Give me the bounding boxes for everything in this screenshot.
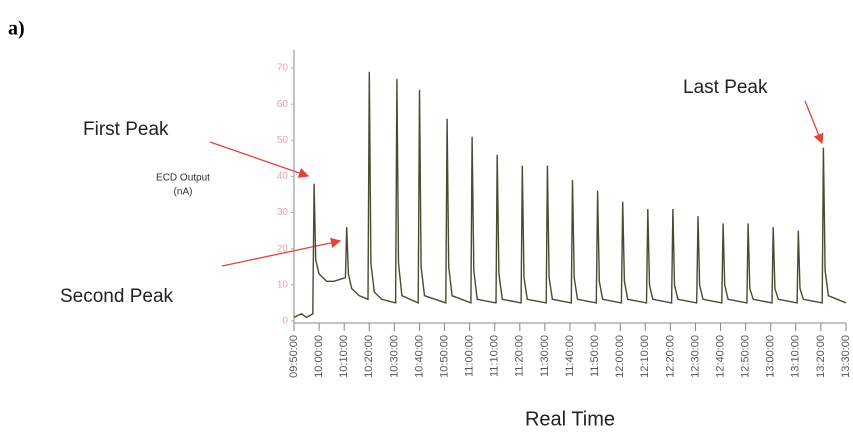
y-tick-label: 50 (277, 135, 289, 146)
x-tick-label: 12:00:00 (614, 335, 626, 378)
x-tick-label: 11:40:00 (564, 335, 576, 377)
arrow (209, 141, 310, 178)
x-tick-label: 11:00:00 (464, 335, 476, 377)
arrow (221, 237, 342, 267)
x-tick-label: 10:00:00 (313, 335, 325, 378)
annotation: Last Peak (683, 77, 768, 98)
x-tick-label: 11:30:00 (539, 335, 551, 377)
panel-label: a) (8, 18, 25, 40)
x-tick-label: 12:10:00 (639, 335, 651, 378)
annotation: Second Peak (60, 286, 174, 307)
y-axis-label: ECD Output (156, 173, 210, 184)
x-tick-label: 12:40:00 (714, 335, 726, 378)
x-tick-label: 12:50:00 (740, 335, 752, 378)
x-tick-label: 09:50:00 (288, 335, 300, 378)
x-tick-label: 12:20:00 (664, 335, 676, 378)
x-tick-label: 11:10:00 (489, 335, 501, 377)
arrow (804, 100, 824, 145)
y-tick-label: 70 (277, 63, 289, 74)
y-tick-label: 30 (277, 207, 289, 218)
x-tick-label: 13:30:00 (840, 335, 852, 378)
x-tick-label: 12:30:00 (689, 335, 701, 378)
x-tick-label: 10:30:00 (388, 335, 400, 378)
x-tick-label: 13:00:00 (765, 335, 777, 378)
x-tick-label: 11:20:00 (514, 335, 526, 377)
x-tick-label: 10:40:00 (413, 335, 425, 378)
y-tick-label: 60 (277, 99, 289, 110)
x-tick-label: 10:10:00 (338, 335, 350, 378)
y-tick-label: 20 (277, 243, 289, 254)
x-tick-label: 13:10:00 (790, 335, 802, 378)
y-axis-label: (nA) (174, 187, 193, 198)
x-axis-label: Real Time (525, 408, 615, 430)
annotation: First Peak (83, 119, 169, 140)
y-tick-label: 0 (282, 316, 288, 327)
x-tick-label: 11:50:00 (589, 335, 601, 377)
x-tick-label: 13:20:00 (815, 335, 827, 378)
y-tick-label: 40 (277, 171, 289, 182)
y-tick-label: 10 (277, 280, 289, 291)
x-tick-label: 10:20:00 (363, 335, 375, 378)
line-series (293, 71, 847, 319)
x-tick-label: 10:50:00 (438, 335, 450, 378)
